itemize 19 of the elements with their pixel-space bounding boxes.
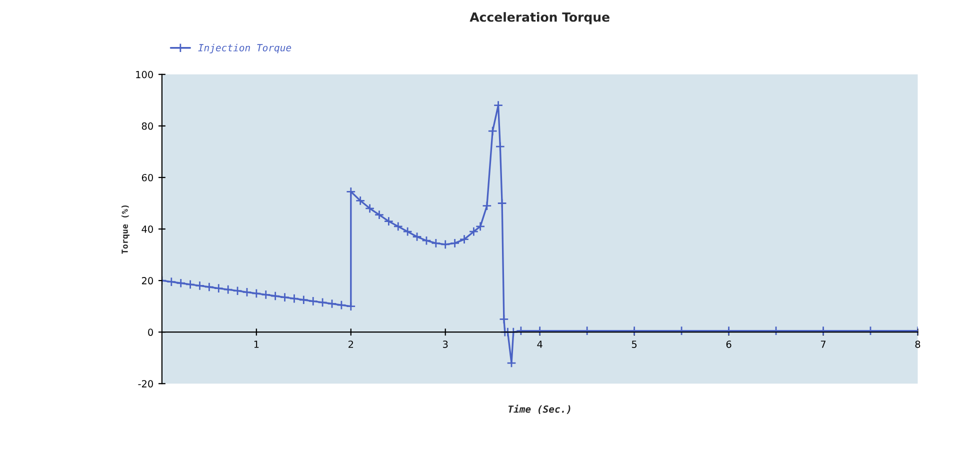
x-tick-label: 1: [254, 340, 259, 348]
legend-label: Injection Torque: [198, 44, 292, 54]
y-tick-label: 60: [142, 174, 153, 182]
x-tick-label: 3: [443, 340, 448, 348]
x-tick-label: 6: [726, 340, 732, 348]
x-axis-title: Time (Sec.): [508, 404, 570, 414]
x-tick-label: 4: [537, 340, 542, 348]
y-axis-title: Torque (%): [121, 205, 130, 254]
y-tick-label: 0: [148, 328, 153, 336]
x-tick-label: 5: [632, 340, 637, 348]
y-tick-label: -20: [138, 380, 153, 388]
y-tick-label: 20: [142, 277, 153, 284]
y-tick-label: 80: [142, 122, 153, 130]
x-tick-label: 7: [820, 340, 826, 348]
y-tick-label: 40: [142, 225, 153, 233]
y-tick-label: 100: [136, 70, 153, 78]
x-tick-label: 2: [348, 340, 354, 348]
x-tick-label: 8: [915, 340, 920, 348]
chart-title: Acceleration Torque: [470, 12, 610, 24]
